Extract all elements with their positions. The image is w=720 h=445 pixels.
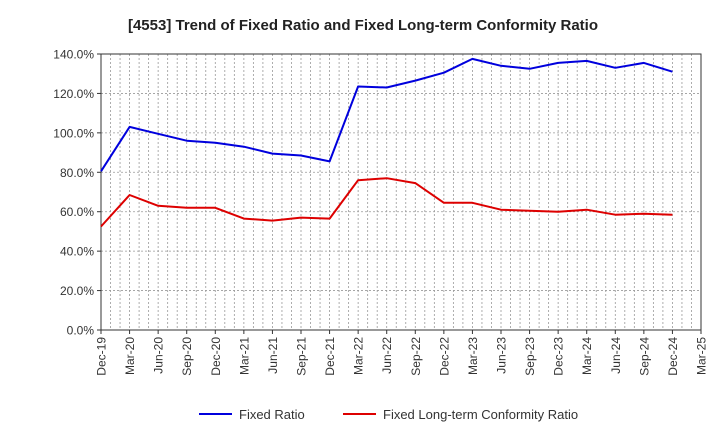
legend-label-2: Fixed Long-term Conformity Ratio (383, 407, 578, 422)
y-tick-label: 0.0% (67, 324, 95, 338)
x-tick-label: Sep-23 (523, 337, 537, 376)
x-tick-label: Jun-20 (152, 337, 166, 374)
x-tick-label: Dec-21 (323, 337, 337, 376)
y-tick-label: 140.0% (53, 48, 94, 62)
x-tick-label: Jun-22 (380, 337, 394, 374)
chart-title: [4553] Trend of Fixed Ratio and Fixed Lo… (128, 17, 598, 34)
legend-label-1: Fixed Ratio (239, 407, 305, 422)
x-tick-label: Sep-20 (180, 337, 194, 376)
x-tick-label: Mar-20 (123, 337, 137, 375)
x-tick-label: Dec-24 (666, 337, 680, 376)
y-tick-label: 40.0% (60, 245, 94, 259)
x-tick-label: Sep-21 (295, 337, 309, 376)
x-tick-label: Jun-23 (495, 337, 509, 374)
x-tick-label: Mar-24 (580, 337, 594, 375)
x-tick-label: Jun-24 (609, 337, 623, 374)
y-tick-label: 100.0% (53, 126, 94, 140)
x-tick-label: Mar-25 (695, 337, 709, 375)
y-tick-label: 20.0% (60, 284, 94, 298)
x-tick-label: Mar-22 (352, 337, 366, 375)
y-tick-label: 80.0% (60, 166, 94, 180)
x-tick-label: Dec-19 (95, 337, 109, 376)
x-tick-label: Jun-21 (266, 337, 280, 374)
plot-frame (100, 53, 702, 331)
x-tick-label: Sep-22 (409, 337, 423, 376)
x-tick-label: Dec-22 (437, 337, 451, 376)
series-line-2 (100, 177, 673, 228)
series-layer (100, 57, 673, 228)
x-tick-label: Mar-23 (466, 337, 480, 375)
x-tick-label: Mar-21 (237, 337, 251, 375)
y-tick-label: 60.0% (60, 205, 94, 219)
axes: 0.0% 20.0% 40.0% 60.0% 80.0% 100.0% 120.0% 140.… (53, 48, 708, 376)
x-tick-label: Dec-23 (552, 337, 566, 376)
series-line-1 (100, 57, 673, 172)
grid (101, 53, 701, 330)
x-tick-label: Sep-24 (637, 337, 651, 376)
x-tick-label: Dec-20 (209, 337, 223, 376)
legend: Fixed Ratio Fixed Long-term Conformity Ra… (199, 407, 578, 422)
y-tick-label: 120.0% (53, 87, 94, 101)
